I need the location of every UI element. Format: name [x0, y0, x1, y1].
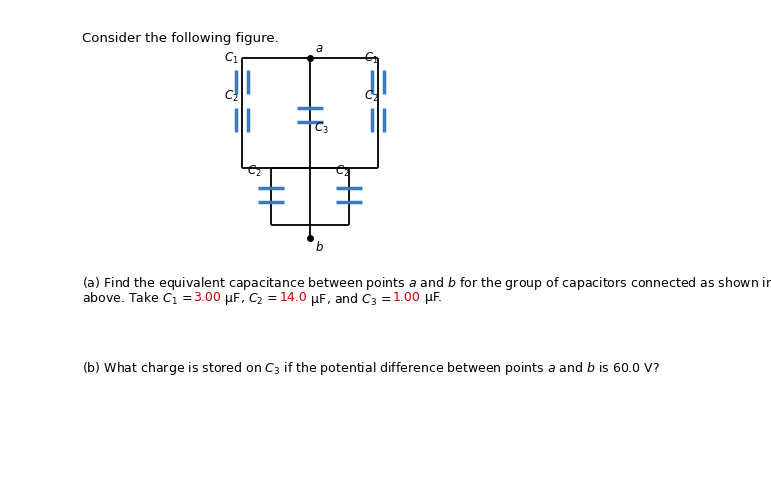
Text: $C_2$: $C_2$ — [224, 89, 239, 104]
Text: (a) Find the equivalent capacitance between points $a$ and $b$ for the group of : (a) Find the equivalent capacitance betw… — [82, 275, 771, 292]
Text: $C_2$: $C_2$ — [247, 164, 261, 179]
Text: $C_1$: $C_1$ — [364, 51, 379, 66]
Text: 1.00: 1.00 — [393, 291, 421, 304]
Text: µF, $C_2$ =: µF, $C_2$ = — [221, 291, 280, 307]
Text: $C_3$: $C_3$ — [314, 121, 328, 136]
Text: above. Take $C_1$ =: above. Take $C_1$ = — [82, 291, 194, 307]
Text: $a$: $a$ — [315, 42, 323, 55]
Text: $C_2$: $C_2$ — [364, 89, 379, 104]
Text: (b) What charge is stored on $C_3$ if the potential difference between points $a: (b) What charge is stored on $C_3$ if th… — [82, 360, 660, 377]
Text: µF, and $C_3$ =: µF, and $C_3$ = — [308, 291, 393, 308]
Text: Consider the following figure.: Consider the following figure. — [82, 32, 279, 45]
Text: $C_1$: $C_1$ — [224, 51, 239, 66]
Text: $C_2$: $C_2$ — [335, 164, 349, 179]
Text: µF.: µF. — [421, 291, 442, 304]
Text: $b$: $b$ — [315, 240, 324, 254]
Text: 3.00: 3.00 — [194, 291, 221, 304]
Text: 14.0: 14.0 — [280, 291, 308, 304]
